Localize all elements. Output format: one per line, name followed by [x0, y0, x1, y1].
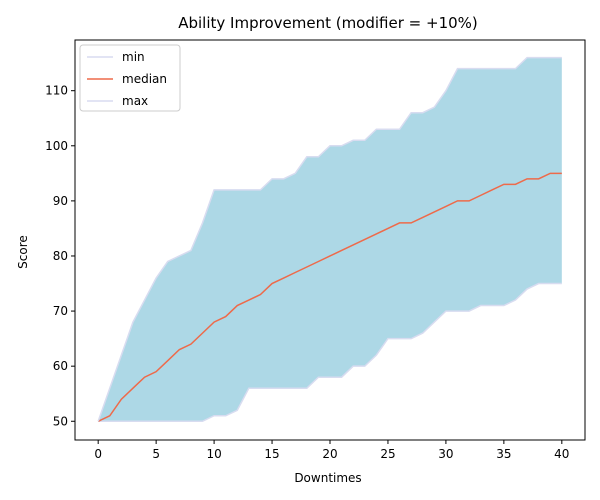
legend-box — [79, 44, 181, 112]
y-axis-label: Score — [16, 235, 30, 269]
y-tick-label: 50 — [53, 414, 68, 428]
chart-title: Ability Improvement (modifier = +10%) — [178, 14, 478, 32]
range-band — [98, 57, 562, 422]
x-tick-label: 5 — [152, 447, 160, 461]
y-tick-label: 70 — [53, 304, 68, 318]
legend-label-median: median — [122, 72, 167, 86]
series-line-min — [98, 282, 562, 423]
y-tick-label: 110 — [45, 84, 68, 98]
y-axis: 50 60 70 80 90 100 110 — [45, 84, 75, 428]
x-tick-label: 25 — [380, 447, 395, 461]
legend-label-max: max — [122, 94, 148, 108]
series-line-max — [97, 56, 562, 422]
x-tick-label: 20 — [322, 447, 337, 461]
x-tick-label: 0 — [94, 447, 102, 461]
legend: min median max — [79, 44, 181, 112]
x-axis: 0 5 10 15 20 25 30 35 40 — [94, 440, 569, 461]
legend-label-min: min — [122, 50, 145, 64]
x-tick-label: 30 — [438, 447, 453, 461]
series-line-median — [97, 172, 562, 422]
x-tick-label: 15 — [264, 447, 279, 461]
y-tick-label: 100 — [45, 139, 68, 153]
y-tick-label: 90 — [53, 194, 68, 208]
y-tick-label: 60 — [53, 359, 68, 373]
y-tick-label: 80 — [53, 249, 68, 263]
x-axis-label: Downtimes — [294, 471, 361, 485]
x-tick-label: 10 — [206, 447, 221, 461]
x-tick-label: 35 — [496, 447, 511, 461]
x-tick-label: 40 — [554, 447, 569, 461]
